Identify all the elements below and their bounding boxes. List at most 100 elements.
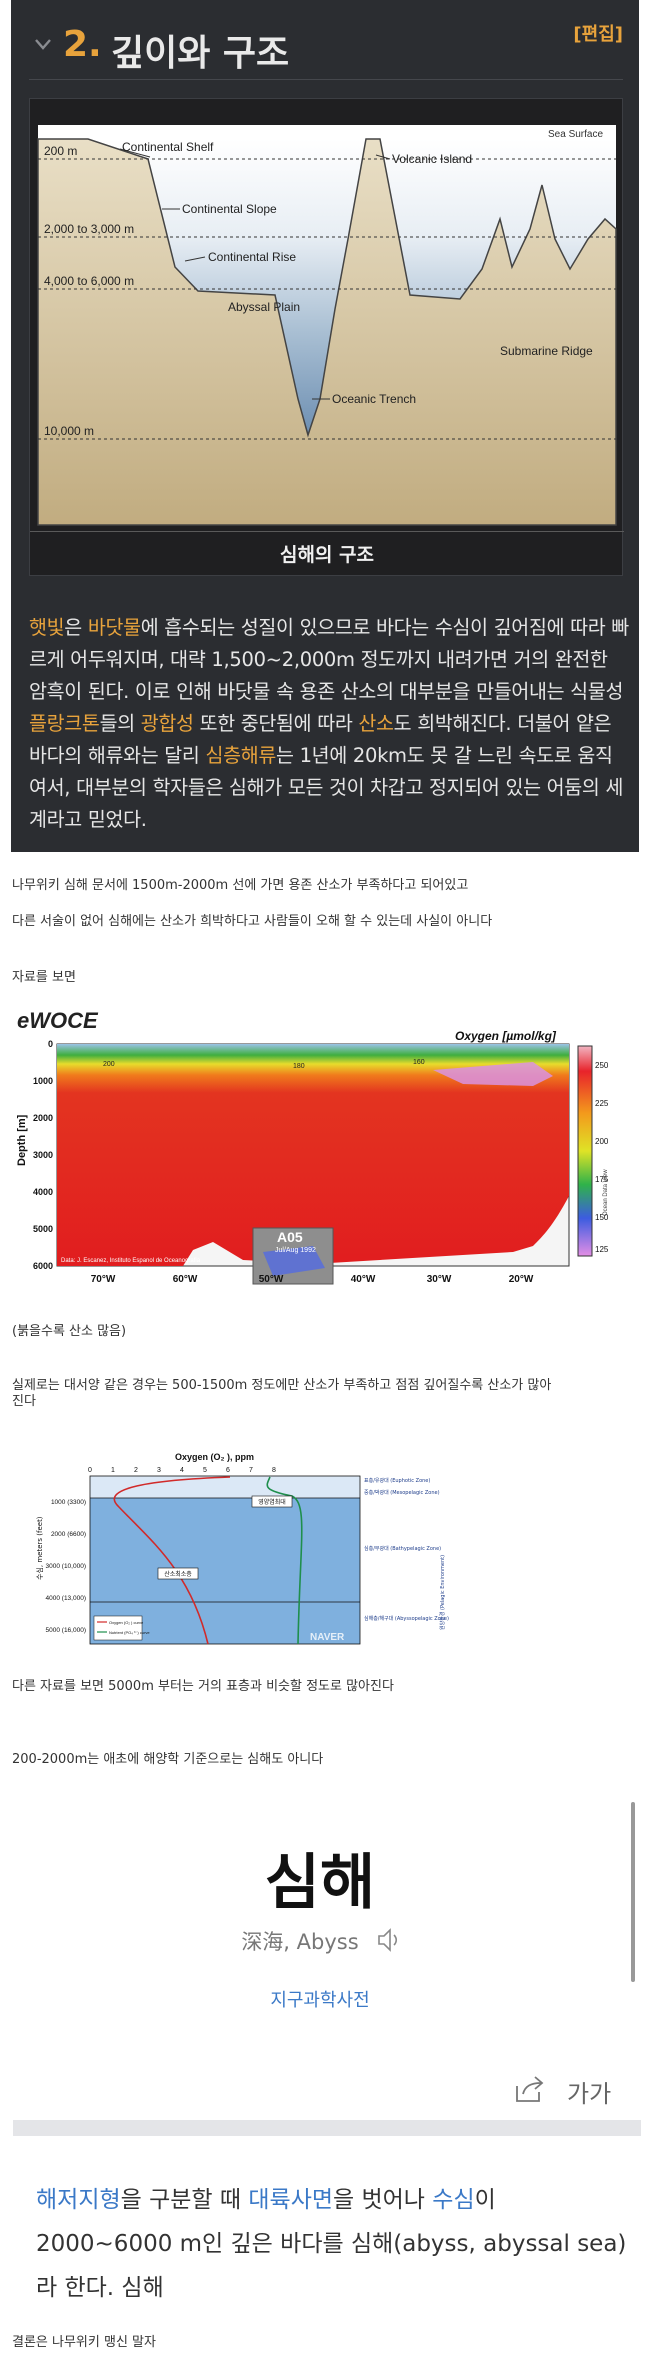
dictionary-card: 심해 深海, Abyss 지구과학사전 가가 <box>13 1796 641 2136</box>
cbar-tick: 150 <box>595 1213 609 1222</box>
wiki-text: 도 희박해진다. 더불어 얕은 바다의 해류와는 달리 <box>29 712 612 767</box>
wiki-link[interactable]: 바닷물 <box>87 616 141 639</box>
woce-y-tick: 6000 <box>33 1261 53 1271</box>
scrollbar[interactable] <box>631 1802 635 1982</box>
wiki-link[interactable]: 플랑크톤 <box>29 712 100 735</box>
wiki-text: 들의 <box>99 712 141 735</box>
woce-x-tick: 40°W <box>351 1274 376 1285</box>
oxy-x-tick: 5 <box>203 1467 207 1474</box>
oxy-x-tick: 2 <box>134 1467 138 1474</box>
high-oxygen-patch <box>433 1062 553 1086</box>
zone-label: 중층/박광대 (Mesopelagic Zone) <box>364 1489 440 1496</box>
dict-text: 을 구분할 때 <box>120 2187 249 2213</box>
oxygen-field <box>57 1044 569 1266</box>
woce-x-tick: 50°W <box>259 1274 284 1285</box>
label-depth-2000: 2,000 to 3,000 m <box>44 222 134 236</box>
dict-link[interactable]: 수심 <box>432 2187 475 2213</box>
wiki-text: 은 <box>64 616 88 639</box>
woce-x-tick: 70°W <box>91 1274 116 1285</box>
section-title: 깊이와 구조 <box>111 33 290 74</box>
oxy-y-tick: 5000 (16,000) <box>46 1627 86 1634</box>
seafloor-shape <box>37 138 617 526</box>
chevron-down-icon[interactable] <box>33 34 53 54</box>
woce-colorbar <box>577 1045 593 1257</box>
dict-text: 이 2000~6000 m인 깊은 바다를 심해(abyss, abyssal … <box>36 2187 627 2301</box>
post-line-2: 다른 서술이 없어 심해에는 산소가 희박하다고 사람들이 오해 할 수 있는데… <box>12 914 493 929</box>
zone-label: 심해층/해구대 (Abyssopelagic Zone) <box>364 1615 449 1622</box>
post-line-1: 나무위키 심해 문서에 1500m-2000m 선에 가면 용존 산소가 부족하… <box>12 878 469 893</box>
woce-x-tick: 60°W <box>173 1274 198 1285</box>
cbar-tick: 125 <box>595 1245 609 1254</box>
woce-y-ticks: 0 1000 2000 3000 4000 5000 6000 <box>33 1039 53 1271</box>
card-divider <box>13 2120 641 2136</box>
woce-y-tick: 0 <box>48 1039 53 1049</box>
font-size-button[interactable]: 가가 <box>567 2080 612 2108</box>
label-oceanic-trench: Oceanic Trench <box>332 392 416 406</box>
callout-oxygen-min: 산소최소층 <box>164 1570 192 1578</box>
oxy-x-tick: 8 <box>272 1467 276 1474</box>
label-continental-rise: Continental Rise <box>208 250 296 264</box>
oxy-y-tick: 1000 (3300) <box>51 1499 86 1506</box>
oxy-y-ticks: 1000 (3300) 2000 (6600) 3000 (10,000) 40… <box>46 1499 86 1634</box>
cbar-tick: 200 <box>595 1137 609 1146</box>
oxy-legend <box>93 1615 143 1641</box>
post-conclusion: 결론은 나무위키 맹신 말자 <box>12 2335 156 2350</box>
woce-x-ticks: 70°W 60°W 50°W 40°W 30°W 20°W <box>91 1274 534 1285</box>
woce-y-tick: 1000 <box>33 1076 53 1086</box>
oxy-x-tick: 0 <box>88 1467 92 1474</box>
naver-watermark: NAVER <box>310 1632 345 1643</box>
oxygen-curve <box>113 1476 231 1645</box>
a05-section-name: A05 <box>277 1229 303 1245</box>
cbar-tick: 225 <box>595 1099 609 1108</box>
wiki-link[interactable]: 산소 <box>358 712 394 735</box>
woce-y-axis-label: Depth [m] <box>16 1114 28 1166</box>
wiki-link[interactable]: 심층해류 <box>205 744 277 767</box>
woce-oxygen-section-chart: eWOCE Oxygen [µmol/kg] A05 Jul/Aug 1992 … <box>13 1006 610 1288</box>
dict-link[interactable]: 해저지형 <box>36 2187 121 2213</box>
wiki-text: 또한 중단됨에 따라 <box>193 712 359 735</box>
dictionary-hanja-english: 深海, Abyss <box>241 1930 359 1954</box>
wiki-text: 에 흡수되는 성질이 있으므로 바다는 수심이 깊어짐에 따라 빠르게 어두워지… <box>29 616 629 703</box>
woce-y-tick: 5000 <box>33 1224 53 1234</box>
dictionary-source-link[interactable]: 지구과학사전 <box>270 1990 370 2011</box>
wiki-link[interactable]: 광합성 <box>140 712 194 735</box>
oxy-y-tick: 2000 (6600) <box>51 1531 86 1538</box>
label-depth-200: 200 m <box>44 144 77 158</box>
section-header[interactable]: 2. 깊이와 구조 [편집] <box>29 14 623 80</box>
label-depth-10000: 10,000 m <box>44 424 94 438</box>
post-line-6: 다른 자료를 보면 5000m 부터는 거의 표층과 비슷할 정도로 많아진다 <box>12 1679 394 1694</box>
contour-label-3: 160 <box>413 1059 425 1066</box>
label-continental-shelf: Continental Shelf <box>122 140 214 154</box>
ocean-profile-svg: Sea Surface Continental Shelf Continenta… <box>37 125 617 526</box>
dictionary-definition: 해저지형을 구분할 때 대륙사면을 벗어나 수심이 2000~6000 m인 깊… <box>36 2178 628 2310</box>
oxy-x-tick: 4 <box>180 1467 184 1474</box>
woce-credit: Data: J. Escanez, Instituto Espanol de O… <box>61 1258 201 1264</box>
share-icon[interactable] <box>513 2074 547 2104</box>
cbar-tick: 175 <box>595 1175 609 1184</box>
woce-x-tick: 30°W <box>427 1274 452 1285</box>
edit-link[interactable]: [편집] <box>573 24 623 45</box>
oxy-x-ticks: 0 1 2 3 4 5 6 7 8 <box>88 1467 276 1474</box>
oxy-y-label: 수심, meters (feet) <box>35 1516 44 1580</box>
post-line-7: 200-2000m는 애초에 해양학 기준으로는 심해도 아니다 <box>12 1752 324 1767</box>
woce-x-tick: 20°W <box>509 1274 534 1285</box>
wiki-paragraph: 햇빛은 바닷물에 흡수되는 성질이 있으므로 바다는 수심이 깊어짐에 따라 빠… <box>29 612 629 836</box>
oxy-x-tick: 7 <box>249 1467 253 1474</box>
oxy-zone-labels: 표층/유광대 (Euphotic Zone) 중층/박광대 (Mesopelag… <box>364 1477 449 1622</box>
dictionary-headword: 심해 <box>264 1848 376 1918</box>
dict-link[interactable]: 대륙사면 <box>248 2187 334 2213</box>
section-number: 2. <box>63 24 102 65</box>
dict-text: 을 벗어나 <box>333 2187 433 2213</box>
nutrient-curve <box>266 1476 303 1645</box>
deep-sea-structure-diagram: Sea Surface Continental Shelf Continenta… <box>29 98 624 576</box>
cbar-tick: 250 <box>595 1061 609 1070</box>
woce-unit-label: Oxygen [µmol/kg] <box>455 1029 557 1043</box>
contour-label-2: 180 <box>293 1063 305 1070</box>
oxy-side-label: 원양환경 (Pelagic Environment) <box>439 1555 446 1630</box>
speaker-icon[interactable] <box>375 1926 403 1954</box>
a05-section-date: Jul/Aug 1992 <box>275 1247 316 1254</box>
oxy-y-tick: 3000 (10,000) <box>46 1563 86 1570</box>
wiki-link[interactable]: 햇빛 <box>29 616 65 639</box>
zone-label: 심층/무광대 (Bathypelagic Zone) <box>364 1545 441 1552</box>
oxy-x-tick: 1 <box>111 1467 115 1474</box>
